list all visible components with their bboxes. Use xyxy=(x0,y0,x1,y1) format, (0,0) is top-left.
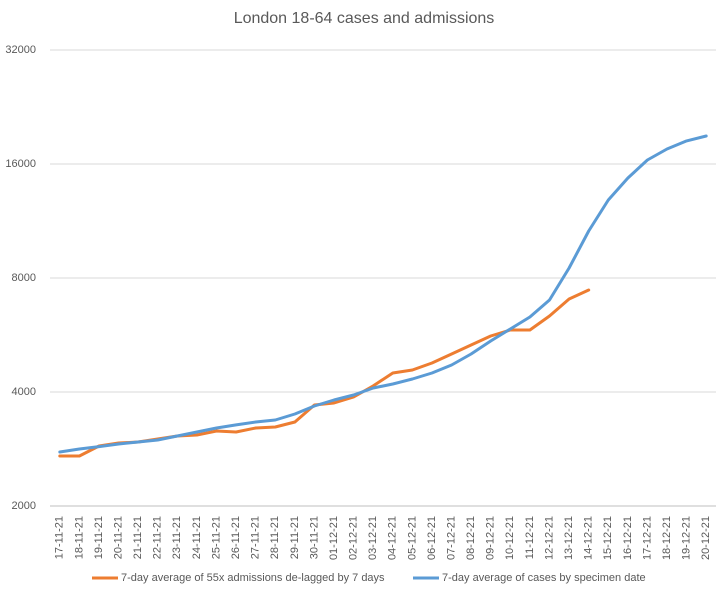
x-tick-label: 09-12-21 xyxy=(485,516,497,560)
x-tick-label: 21-11-21 xyxy=(132,516,144,559)
x-tick-label: 22-11-21 xyxy=(152,516,164,559)
x-tick-label: 02-12-21 xyxy=(348,516,360,560)
x-tick-label: 17-11-21 xyxy=(54,516,66,559)
y-tick-label: 32000 xyxy=(5,44,36,56)
y-tick-label: 2000 xyxy=(12,500,36,512)
x-tick-label: 26-11-21 xyxy=(230,516,242,559)
x-tick-label: 07-12-21 xyxy=(445,516,457,560)
chart-title: London 18-64 cases and admissions xyxy=(234,10,495,27)
x-tick-label: 03-12-21 xyxy=(367,516,379,560)
legend-label: 7-day average of cases by specimen date xyxy=(442,572,646,584)
x-tick-label: 05-12-21 xyxy=(406,516,418,560)
x-tick-label: 17-12-21 xyxy=(641,516,653,560)
x-tick-label: 14-12-21 xyxy=(583,516,595,560)
series-line xyxy=(58,134,708,454)
x-tick-label: 08-12-21 xyxy=(465,516,477,560)
x-tick-label: 29-11-21 xyxy=(289,516,301,559)
x-tick-label: 24-11-21 xyxy=(191,516,203,559)
x-tick-label: 19-11-21 xyxy=(93,516,105,559)
x-tick-label: 20-11-21 xyxy=(112,516,124,559)
x-tick-label: 28-11-21 xyxy=(269,516,281,559)
x-tick-label: 27-11-21 xyxy=(250,516,262,559)
y-tick-label: 16000 xyxy=(5,158,36,170)
y-tick-label: 4000 xyxy=(12,386,36,398)
x-tick-label: 25-11-21 xyxy=(210,516,222,559)
x-tick-label: 06-12-21 xyxy=(426,516,438,560)
x-tick-label: 11-12-21 xyxy=(524,516,536,559)
x-tick-label: 23-11-21 xyxy=(171,516,183,559)
x-tick-label: 19-12-21 xyxy=(681,516,693,560)
x-tick-label: 20-12-21 xyxy=(700,516,712,560)
y-tick-label: 8000 xyxy=(12,272,36,284)
x-tick-label: 12-12-21 xyxy=(543,516,555,560)
x-tick-label: 13-12-21 xyxy=(563,516,575,560)
x-tick-label: 04-12-21 xyxy=(387,516,399,560)
x-tick-label: 16-12-21 xyxy=(622,516,634,560)
x-tick-label: 10-12-21 xyxy=(504,516,516,560)
x-tick-label: 01-12-21 xyxy=(328,516,340,560)
legend-label: 7-day average of 55x admissions de-lagge… xyxy=(121,572,385,584)
x-tick-label: 15-12-21 xyxy=(602,516,614,560)
x-tick-label: 30-11-21 xyxy=(308,516,320,559)
x-tick-label: 18-11-21 xyxy=(73,516,85,559)
x-tick-label: 18-12-21 xyxy=(661,516,673,560)
